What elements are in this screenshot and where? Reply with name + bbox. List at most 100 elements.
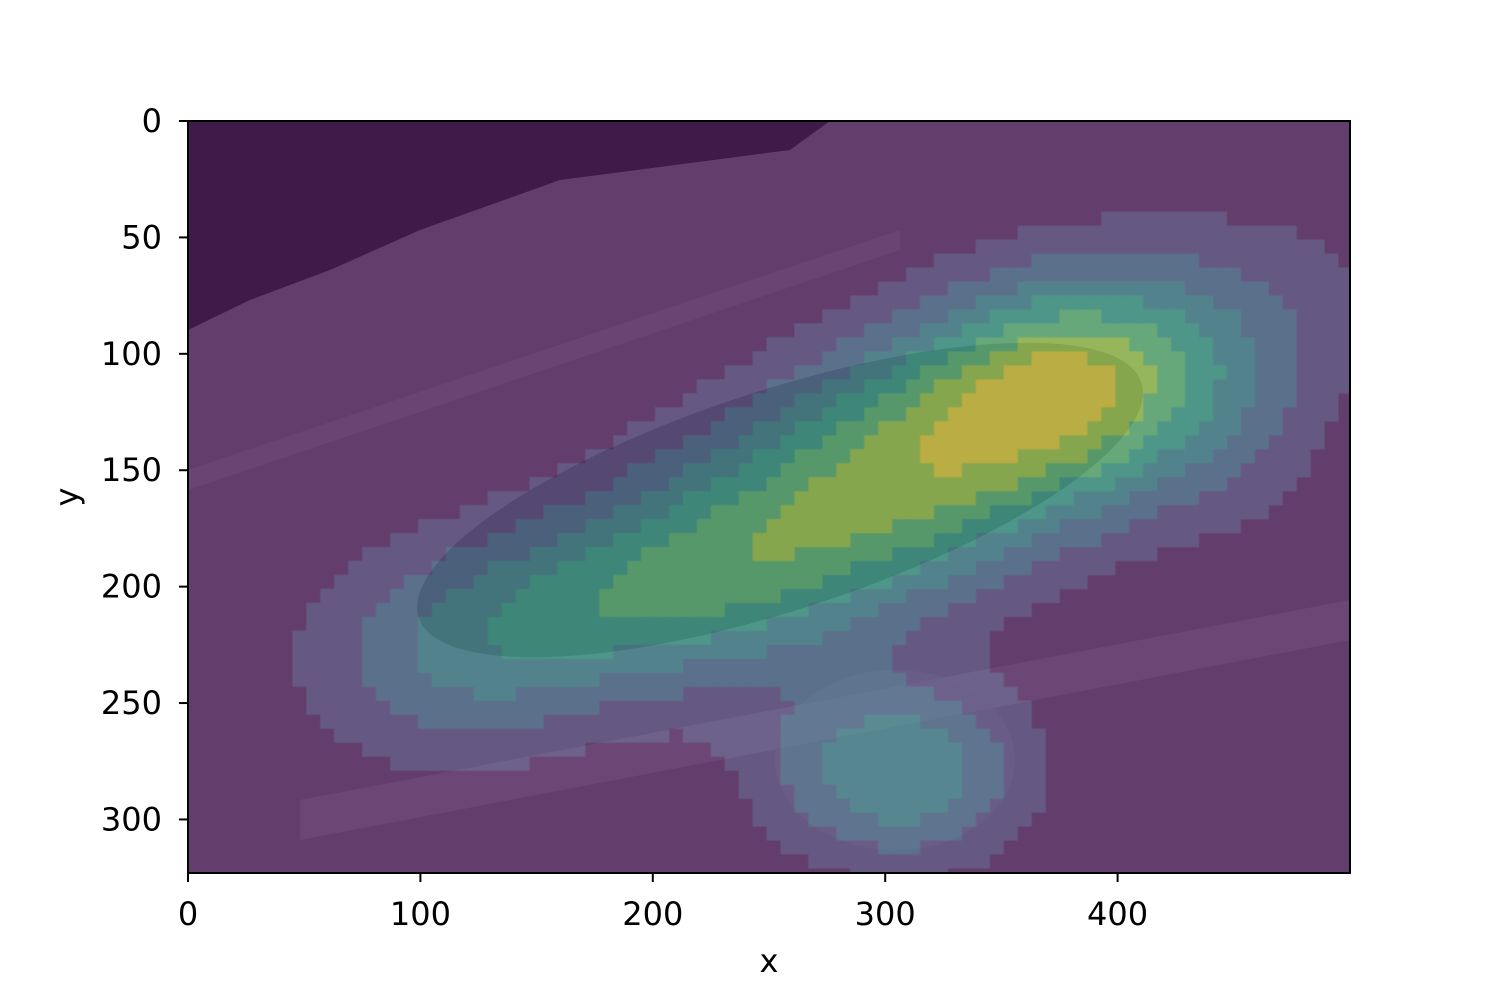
heatmap-cell bbox=[1338, 121, 1350, 129]
heatmap-cell bbox=[222, 449, 238, 464]
heatmap-cell bbox=[1226, 239, 1242, 255]
heatmap-cell bbox=[1310, 421, 1326, 436]
heatmap-cell bbox=[1115, 309, 1130, 325]
heatmap-cell bbox=[278, 561, 294, 576]
heatmap-cell bbox=[1143, 127, 1158, 143]
heatmap-cell bbox=[501, 644, 517, 660]
heatmap-cell bbox=[585, 491, 600, 506]
heatmap-cell bbox=[1212, 700, 1228, 716]
heatmap-cell bbox=[878, 812, 893, 828]
heatmap-cell bbox=[794, 840, 810, 855]
heatmap-cell bbox=[822, 351, 837, 367]
heatmap-cell bbox=[1059, 672, 1075, 688]
heatmap-cell bbox=[1101, 323, 1116, 339]
heatmap-cell bbox=[975, 169, 991, 185]
heatmap-cell bbox=[362, 700, 377, 716]
heatmap-cell bbox=[515, 812, 531, 828]
heatmap-cell bbox=[836, 630, 851, 646]
heatmap-cell bbox=[1171, 477, 1186, 492]
heatmap-cell bbox=[362, 295, 377, 311]
heatmap-cell bbox=[1171, 742, 1186, 758]
heatmap-cell bbox=[836, 323, 851, 339]
heatmap-cell bbox=[794, 407, 810, 422]
heatmap-cell bbox=[669, 854, 684, 869]
heatmap-cell bbox=[1254, 379, 1270, 394]
heatmap-cell bbox=[557, 337, 573, 353]
heatmap-cell bbox=[1254, 435, 1270, 450]
heatmap-cell bbox=[445, 742, 461, 758]
heatmap-cell bbox=[1324, 672, 1339, 688]
heatmap-cell bbox=[515, 155, 531, 171]
heatmap-cell bbox=[989, 533, 1005, 548]
heatmap-cell bbox=[934, 309, 949, 325]
heatmap-cell bbox=[334, 672, 349, 688]
heatmap-cell bbox=[850, 155, 865, 171]
heatmap-cell bbox=[934, 463, 949, 478]
heatmap-cell bbox=[515, 519, 531, 534]
heatmap-cell bbox=[766, 602, 782, 618]
heatmap-cell bbox=[1059, 253, 1075, 269]
heatmap-cell bbox=[794, 574, 810, 590]
heatmap-cell bbox=[627, 141, 642, 157]
heatmap-cell bbox=[1268, 533, 1284, 548]
heatmap-cell bbox=[1310, 616, 1326, 632]
heatmap-cell bbox=[892, 337, 907, 353]
heatmap-cell bbox=[348, 127, 363, 143]
heatmap-cell bbox=[655, 826, 670, 842]
heatmap-cell bbox=[418, 700, 433, 716]
heatmap-cell bbox=[1282, 365, 1298, 381]
heatmap-cell bbox=[194, 561, 210, 576]
heatmap-cell bbox=[418, 602, 433, 618]
heatmap-cell bbox=[934, 868, 949, 873]
heatmap-cell bbox=[1338, 281, 1350, 297]
heatmap-cell bbox=[445, 700, 461, 716]
heatmap-cell bbox=[404, 658, 419, 674]
heatmap-cell bbox=[1338, 574, 1350, 590]
heatmap-cell bbox=[724, 449, 740, 464]
heatmap-cell bbox=[864, 686, 879, 702]
heatmap-cell bbox=[1115, 463, 1130, 478]
heatmap-cell bbox=[1268, 225, 1284, 241]
heatmap-cell bbox=[445, 854, 461, 869]
heatmap-cell bbox=[1282, 463, 1298, 478]
heatmap-cell bbox=[1143, 826, 1158, 842]
heatmap-cell bbox=[1017, 728, 1033, 744]
heatmap-cell bbox=[864, 183, 879, 199]
heatmap-cell bbox=[1185, 337, 1200, 353]
heatmap-cell bbox=[766, 169, 782, 185]
y-tick-label: 300 bbox=[101, 800, 162, 838]
heatmap-cell bbox=[920, 672, 935, 688]
heatmap-cell bbox=[1017, 365, 1033, 381]
heatmap-cell bbox=[1212, 868, 1228, 873]
heatmap-cell bbox=[529, 672, 545, 688]
heatmap-cell bbox=[194, 770, 210, 786]
heatmap-cell bbox=[362, 337, 377, 353]
heatmap-cell bbox=[1059, 239, 1075, 255]
heatmap-cell bbox=[529, 714, 545, 730]
heatmap-cell bbox=[1310, 700, 1326, 716]
heatmap-cell bbox=[515, 281, 531, 297]
heatmap-cell bbox=[1017, 491, 1033, 506]
heatmap-cell bbox=[808, 183, 824, 199]
heatmap-cell bbox=[1296, 574, 1312, 590]
heatmap-cell bbox=[1059, 868, 1075, 873]
heatmap-cell bbox=[501, 365, 517, 381]
heatmap-cell bbox=[613, 770, 628, 786]
heatmap-cell bbox=[850, 463, 865, 478]
heatmap-cell bbox=[1031, 533, 1047, 548]
heatmap-cell bbox=[599, 588, 614, 604]
heatmap-cell bbox=[1310, 868, 1326, 873]
heatmap-cell bbox=[1045, 225, 1061, 241]
heatmap-cell bbox=[1352, 156, 1367, 171]
heatmap-cell bbox=[1240, 630, 1256, 646]
heatmap-cell bbox=[208, 644, 224, 660]
heatmap-cell bbox=[1296, 700, 1312, 716]
heatmap-cell bbox=[1268, 728, 1284, 744]
heatmap-cell bbox=[766, 379, 782, 394]
heatmap-cell bbox=[432, 686, 447, 702]
heatmap-cell bbox=[264, 253, 280, 269]
heatmap-cell bbox=[850, 519, 865, 534]
heatmap-cell bbox=[836, 742, 851, 758]
heatmap-cell bbox=[989, 141, 1005, 157]
heatmap-cell bbox=[878, 728, 893, 744]
